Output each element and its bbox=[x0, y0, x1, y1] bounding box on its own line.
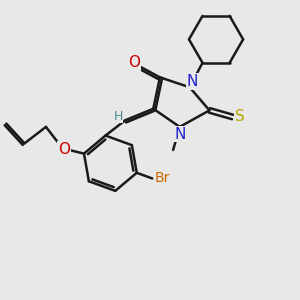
Text: O: O bbox=[128, 55, 140, 70]
Text: Br: Br bbox=[154, 172, 170, 185]
Text: N: N bbox=[174, 127, 185, 142]
Text: N: N bbox=[187, 74, 198, 89]
Text: H: H bbox=[113, 110, 123, 123]
Text: S: S bbox=[235, 110, 245, 124]
Text: O: O bbox=[58, 142, 70, 157]
